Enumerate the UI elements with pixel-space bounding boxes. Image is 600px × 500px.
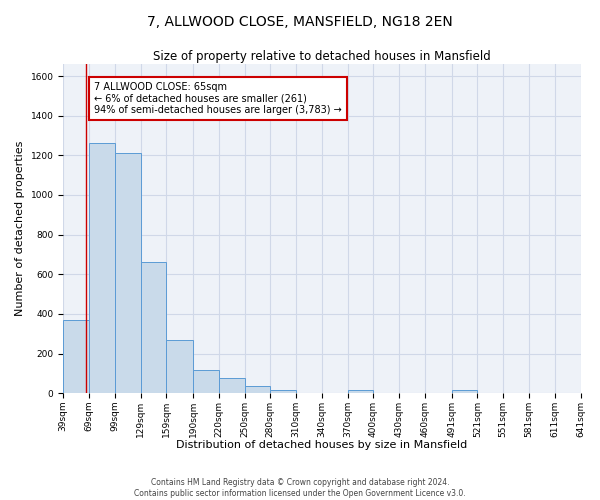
X-axis label: Distribution of detached houses by size in Mansfield: Distribution of detached houses by size … <box>176 440 467 450</box>
Bar <box>245 386 271 393</box>
Bar <box>452 390 478 393</box>
Y-axis label: Number of detached properties: Number of detached properties <box>15 141 25 316</box>
Text: 7 ALLWOOD CLOSE: 65sqm
← 6% of detached houses are smaller (261)
94% of semi-det: 7 ALLWOOD CLOSE: 65sqm ← 6% of detached … <box>94 82 342 115</box>
Bar <box>89 144 115 393</box>
Bar <box>115 154 140 393</box>
Bar <box>63 320 89 393</box>
Bar <box>166 340 193 393</box>
Bar <box>193 370 219 393</box>
Bar <box>271 390 296 393</box>
Text: 7, ALLWOOD CLOSE, MANSFIELD, NG18 2EN: 7, ALLWOOD CLOSE, MANSFIELD, NG18 2EN <box>147 15 453 29</box>
Text: Contains HM Land Registry data © Crown copyright and database right 2024.
Contai: Contains HM Land Registry data © Crown c… <box>134 478 466 498</box>
Bar <box>219 378 245 393</box>
Title: Size of property relative to detached houses in Mansfield: Size of property relative to detached ho… <box>153 50 491 63</box>
Bar <box>140 262 166 393</box>
Bar <box>347 390 373 393</box>
